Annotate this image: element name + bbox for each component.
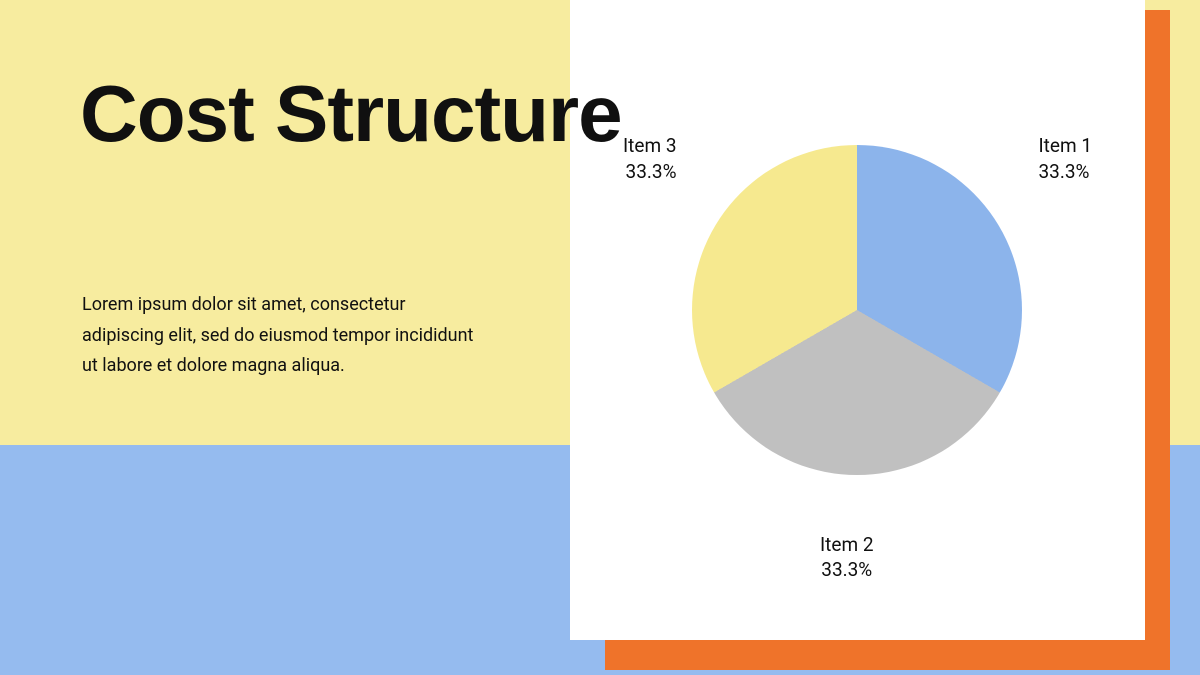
pie-slice-label-3: Item 3 33.3%	[623, 133, 677, 184]
slice-2-percent: 33.3%	[821, 558, 872, 581]
page-title: Cost Structure	[80, 70, 622, 158]
pie-slice-label-1: Item 1 33.3%	[1038, 133, 1092, 184]
pie-chart: Item 1 33.3% Item 2 33.3% Item 3 33.3%	[655, 95, 1060, 595]
slice-3-percent: 33.3%	[626, 160, 677, 183]
slice-1-name: Item 1	[1038, 134, 1092, 157]
slice-2-name: Item 2	[820, 533, 874, 556]
page-description: Lorem ipsum dolor sit amet, consectetur …	[82, 290, 482, 382]
slice-3-name: Item 3	[623, 134, 677, 157]
pie-slice-label-2: Item 2 33.3%	[820, 532, 874, 583]
pie-chart-graphic	[692, 145, 1022, 475]
slice-1-percent: 33.3%	[1038, 160, 1089, 183]
